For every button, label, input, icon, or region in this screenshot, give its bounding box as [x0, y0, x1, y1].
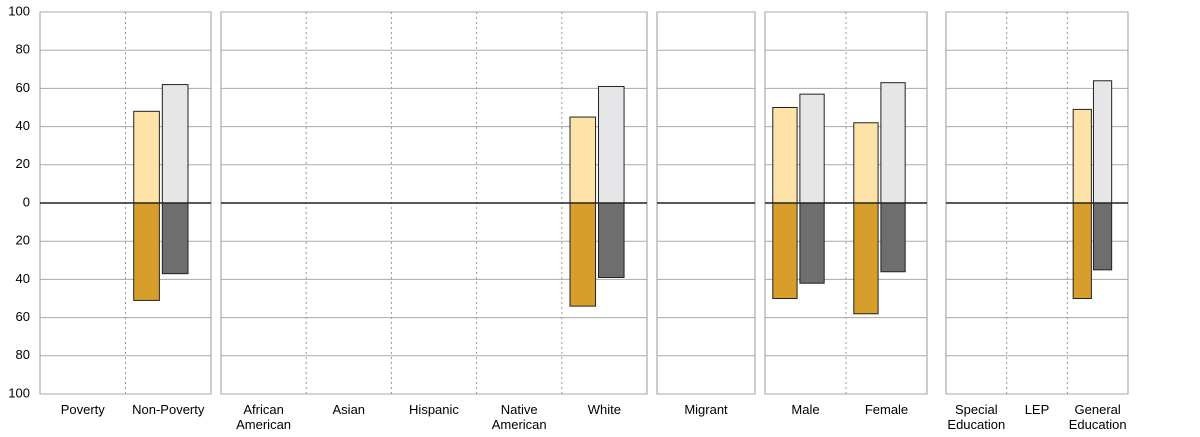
y-tick-label: 60 — [16, 309, 30, 324]
bar — [880, 202, 906, 273]
bar — [569, 116, 597, 204]
x-tick-label: Migrant — [684, 402, 728, 417]
x-tick-label: LEP — [1024, 402, 1050, 417]
x-tick-label: White — [587, 402, 621, 417]
bar — [853, 122, 879, 204]
bar — [1092, 80, 1113, 204]
bar — [799, 202, 825, 284]
y-tick-label: 100 — [8, 385, 30, 400]
y-tick-label: 100 — [8, 3, 30, 18]
bar — [161, 84, 189, 204]
y-tick-label: 80 — [16, 42, 30, 57]
x-tick-label: Female — [864, 402, 909, 417]
bar — [569, 202, 597, 307]
y-tick-label: 80 — [16, 347, 30, 362]
x-tick-label: Poverty — [60, 402, 105, 417]
bar — [598, 85, 625, 204]
x-tick-label: General Education — [1068, 402, 1127, 432]
y-tick-label: 20 — [16, 233, 30, 248]
bar — [799, 93, 825, 204]
y-tick-label: 0 — [23, 194, 30, 209]
x-tick-label: Special Education — [947, 402, 1006, 432]
bar — [772, 107, 798, 204]
bar — [161, 202, 189, 275]
bar — [133, 202, 160, 301]
x-tick-label: Non-Poverty — [132, 402, 205, 417]
y-tick-label: 20 — [16, 156, 30, 171]
bar — [133, 110, 160, 204]
x-tick-label: Male — [791, 402, 820, 417]
y-tick-label: 60 — [16, 80, 30, 95]
bar — [772, 202, 798, 299]
bar — [1072, 108, 1092, 204]
x-tick-label: Asian — [332, 402, 366, 417]
x-tick-label: African American — [236, 402, 292, 432]
x-tick-label: Native American — [491, 402, 547, 432]
bar — [1072, 202, 1092, 299]
y-tick-label: 40 — [16, 271, 30, 286]
bar — [598, 202, 625, 278]
y-tick-label: 40 — [16, 118, 30, 133]
bar — [880, 82, 906, 204]
x-tick-label: Hispanic — [409, 402, 459, 417]
bar — [1092, 202, 1113, 271]
bar — [853, 202, 879, 315]
